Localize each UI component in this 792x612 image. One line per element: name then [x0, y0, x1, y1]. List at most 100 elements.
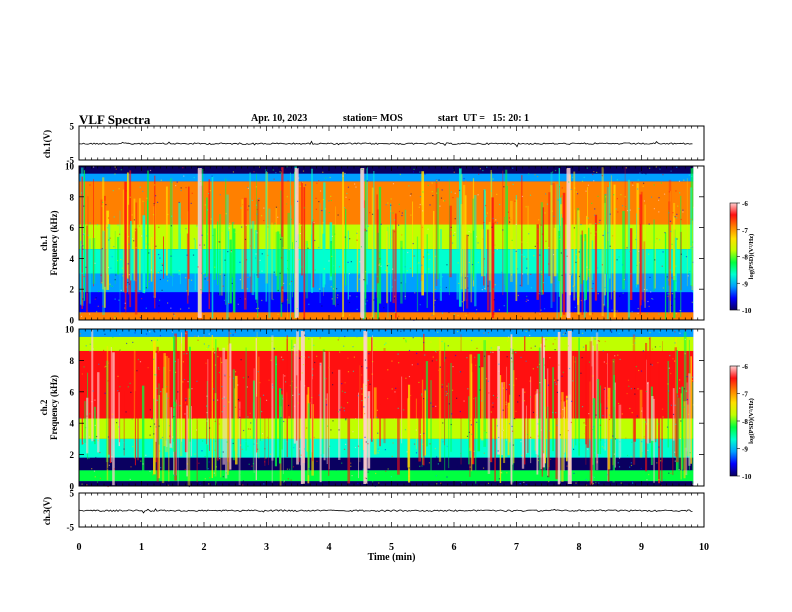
- psd-speckle: [94, 298, 96, 300]
- psd-speckle: [568, 367, 571, 370]
- psd-speckle: [513, 384, 515, 386]
- psd-speckle: [547, 476, 549, 478]
- psd-speckle: [208, 483, 210, 485]
- psd-speckle: [392, 352, 395, 354]
- psd-burst: [367, 391, 371, 469]
- psd-burst: [585, 344, 587, 445]
- x-tick-label: 2: [202, 542, 207, 553]
- psd-burst: [658, 362, 661, 484]
- psd-burst: [661, 371, 663, 482]
- psd-speckle: [496, 222, 499, 224]
- psd-speckle: [512, 167, 514, 169]
- psd-burst: [328, 351, 330, 470]
- psd-speckle: [223, 396, 225, 398]
- psd-speckle: [190, 202, 192, 204]
- psd-speckle: [83, 205, 85, 207]
- psd-speckle: [478, 173, 480, 175]
- psd-speckle: [171, 447, 173, 449]
- psd-speckle: [668, 222, 671, 224]
- psd-speckle: [344, 382, 346, 384]
- psd-burst: [583, 237, 585, 281]
- psd-speckle: [479, 168, 482, 170]
- psd-speckle: [277, 313, 279, 315]
- psd-speckle: [343, 206, 346, 209]
- psd-speckle: [661, 438, 663, 440]
- psd-speckle: [300, 454, 302, 456]
- psd-speckle: [118, 233, 121, 235]
- psd-burst: [486, 229, 490, 311]
- psd-speckle: [391, 238, 393, 240]
- psd-speckle: [619, 358, 621, 361]
- psd-speckle: [648, 456, 650, 458]
- psd-speckle: [598, 340, 601, 342]
- psd-speckle: [552, 411, 554, 414]
- y-tick-label: 2: [70, 450, 75, 460]
- psd-burst: [432, 210, 435, 316]
- psd-speckle: [139, 186, 141, 188]
- psd-speckle: [406, 270, 408, 272]
- psd-speckle: [221, 438, 223, 440]
- psd-burst: [259, 397, 261, 441]
- psd-speckle: [666, 295, 668, 297]
- psd-speckle: [268, 379, 270, 381]
- psd-burst: [376, 209, 380, 284]
- psd-burst: [588, 223, 592, 316]
- psd-speckle: [551, 316, 554, 318]
- psd-speckle: [272, 298, 274, 301]
- psd-speckle: [322, 222, 324, 224]
- psd-speckle: [397, 407, 399, 409]
- psd-burst: [252, 402, 254, 480]
- psd-speckle: [614, 438, 617, 440]
- psd-speckle: [474, 356, 476, 358]
- psd-speckle: [346, 402, 349, 404]
- psd-speckle: [259, 259, 261, 262]
- psd-speckle: [400, 223, 402, 225]
- psd-burst: [475, 396, 477, 484]
- colorbar-tick-label: -10: [742, 307, 752, 315]
- psd-burst: [128, 204, 130, 295]
- psd-burst: [345, 208, 347, 286]
- psd-speckle: [662, 287, 665, 289]
- psd-speckle: [344, 236, 346, 238]
- psd-speckle: [232, 310, 234, 313]
- psd-burst: [681, 386, 684, 473]
- psd-speckle: [667, 293, 669, 295]
- psd-speckle: [244, 298, 246, 300]
- psd-burst: [507, 402, 510, 456]
- psd-speckle: [335, 288, 338, 290]
- psd-speckle: [121, 267, 124, 269]
- psd-speckle: [477, 194, 479, 196]
- psd-speckle: [668, 191, 670, 193]
- psd-speckle: [544, 345, 546, 347]
- psd-speckle: [632, 482, 634, 484]
- psd-speckle: [649, 331, 651, 334]
- psd-speckle: [668, 367, 670, 369]
- psd-speckle: [369, 383, 371, 385]
- psd-speckle: [648, 338, 651, 340]
- psd-speckle: [110, 285, 112, 287]
- psd-speckle: [296, 308, 298, 310]
- psd-speckle: [591, 202, 593, 204]
- psd-burst: [585, 360, 587, 465]
- psd-speckle: [676, 166, 678, 168]
- psd-speckle: [470, 424, 473, 426]
- psd-speckle: [196, 380, 198, 382]
- psd-speckle: [512, 183, 514, 186]
- psd-speckle: [289, 384, 292, 387]
- psd-speckle: [599, 219, 601, 221]
- psd-speckle: [621, 264, 624, 266]
- psd-speckle: [641, 172, 643, 174]
- psd-speckle: [631, 182, 633, 184]
- psd-speckle: [255, 257, 257, 259]
- psd-speckle: [89, 343, 91, 345]
- x-tick-label: 3: [264, 542, 269, 553]
- psd-speckle: [161, 289, 163, 291]
- psd-speckle: [485, 431, 488, 434]
- psd-burst: [577, 210, 580, 315]
- psd-burst: [540, 202, 544, 296]
- psd-speckle: [214, 420, 216, 422]
- psd-speckle: [180, 187, 182, 189]
- psd-burst-bright: [566, 168, 571, 318]
- psd-band: [79, 470, 694, 482]
- psd-speckle: [591, 313, 594, 315]
